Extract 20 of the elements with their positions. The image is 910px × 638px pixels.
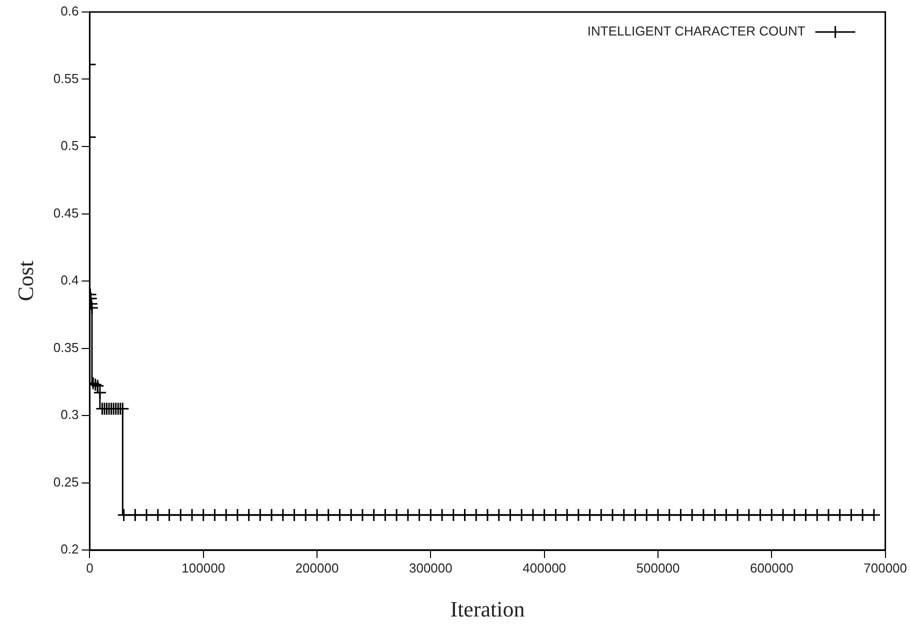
y-tick-label: 0.6 <box>60 4 79 19</box>
y-tick-label: 0.2 <box>60 542 79 557</box>
y-tick-label: 0.4 <box>60 272 79 288</box>
x-tick-label: 200000 <box>295 560 339 576</box>
x-tick-label: 600000 <box>750 560 794 576</box>
x-tick-label: 500000 <box>636 560 680 576</box>
x-tick-label: 0 <box>86 560 94 576</box>
x-axis-title: Iteration <box>450 596 525 622</box>
y-tick-label: 0.3 <box>60 407 79 422</box>
x-tick-label: 400000 <box>522 560 566 576</box>
y-tick-label: 0.55 <box>53 70 79 86</box>
y-tick-label: 0.5 <box>60 138 79 154</box>
y-tick-label: 0.45 <box>53 205 79 220</box>
y-tick-label: 0.25 <box>53 474 79 490</box>
y-tick-label: 0.35 <box>53 340 79 355</box>
x-tick-label: 300000 <box>408 560 452 576</box>
x-tick-label: 700000 <box>864 560 908 576</box>
legend-label: INTELLIGENT CHARACTER COUNT <box>587 24 806 39</box>
y-axis-title: Cost <box>12 260 38 302</box>
x-tick-label: 100000 <box>182 560 226 576</box>
